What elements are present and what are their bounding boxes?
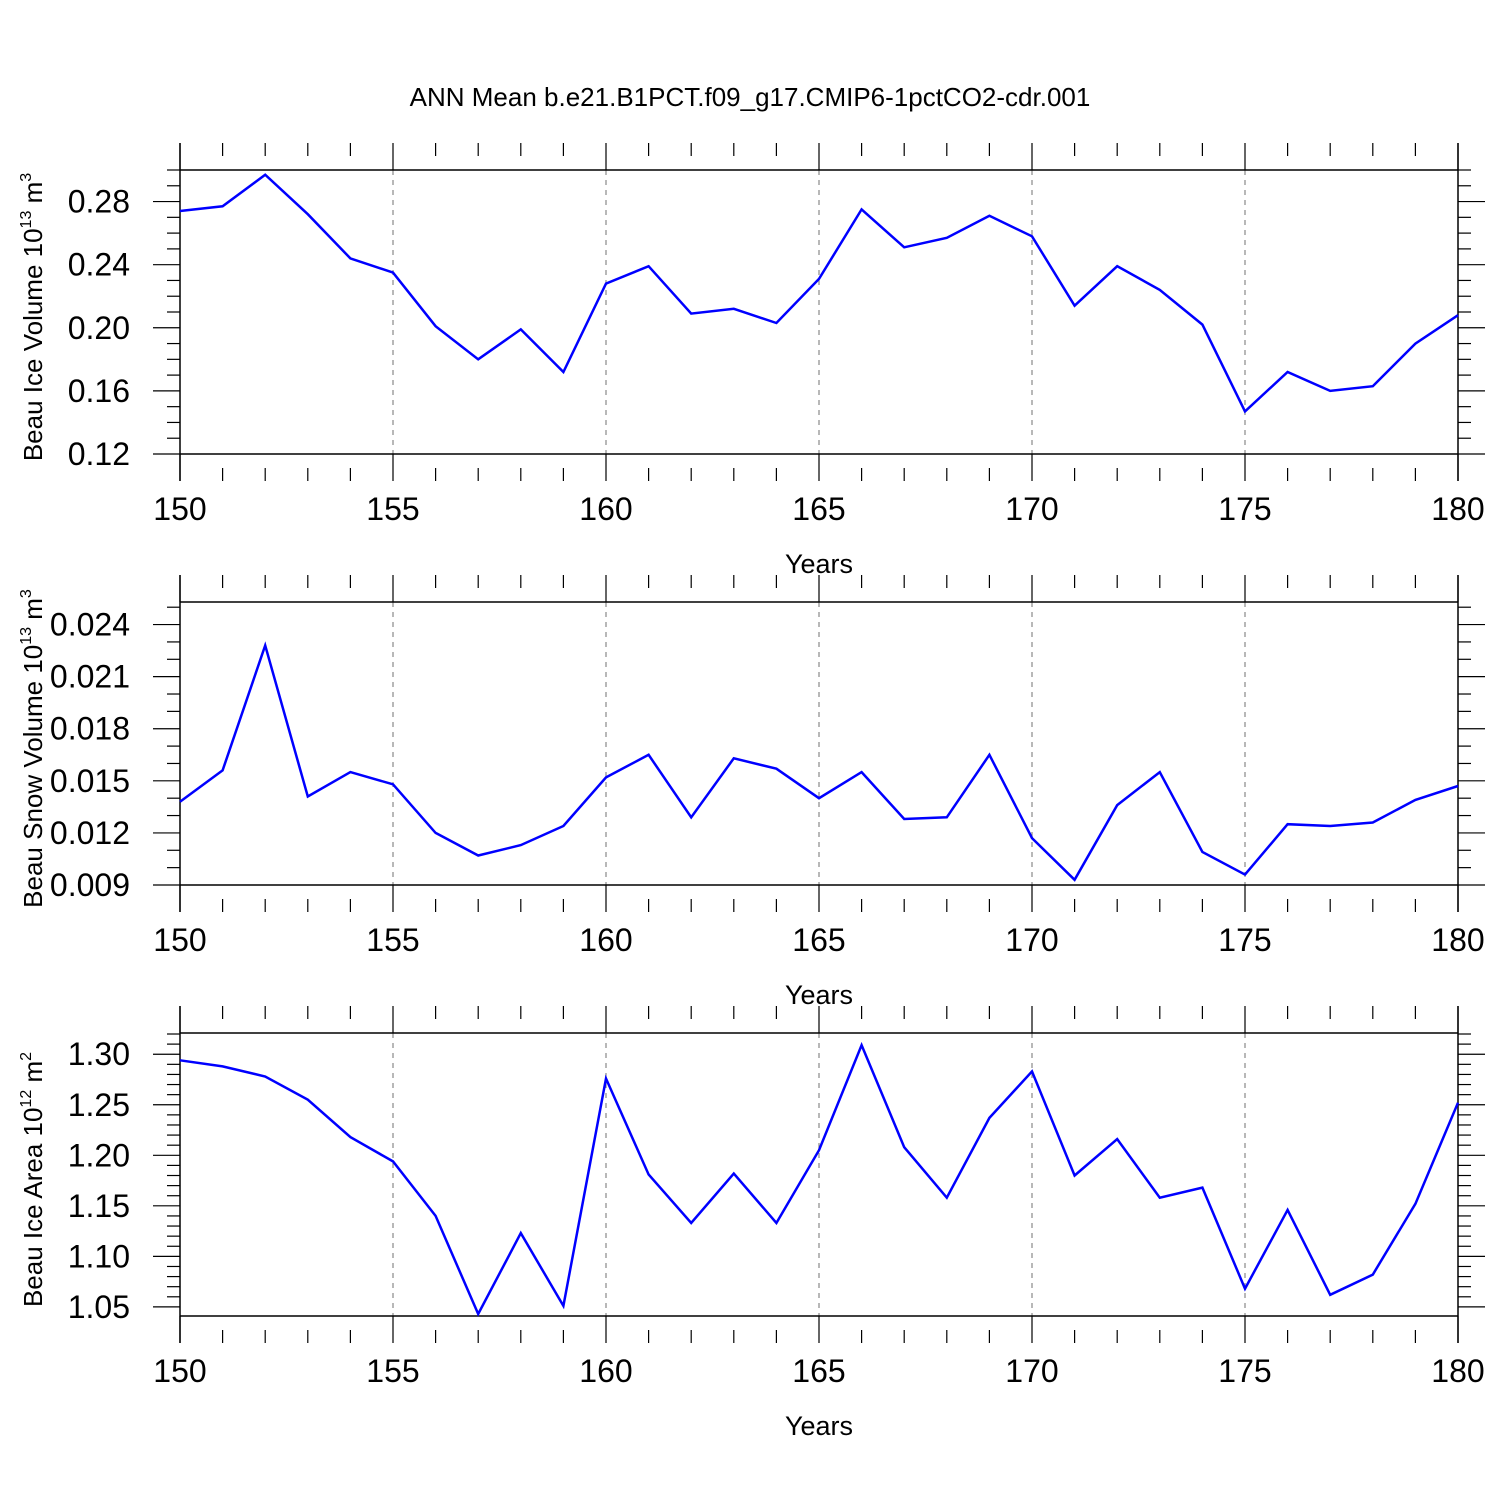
snow-volume-xlabel: Years (785, 980, 853, 1010)
snow-volume-xtick-label: 175 (1218, 922, 1271, 958)
ice-volume-xtick-label: 170 (1005, 491, 1058, 527)
snow-volume-ytick-label: 0.024 (50, 607, 130, 643)
ice-area-xlabel: Years (785, 1411, 853, 1441)
snow-volume-xtick-label: 150 (153, 922, 206, 958)
snow-volume-xtick-label: 160 (579, 922, 632, 958)
snow-volume-ylabel: Beau Snow Volume 1013 m3 (18, 589, 48, 908)
ice-volume-ytick-label: 0.24 (68, 247, 130, 283)
ice-area-series-line (179, 1041, 1460, 1317)
ice-volume-xtick-label: 155 (366, 491, 419, 527)
ice-area-xtick-label: 175 (1218, 1353, 1271, 1389)
ice-area-ytick-label: 1.20 (68, 1137, 130, 1173)
snow-volume-ytick-label: 0.012 (50, 815, 130, 851)
ice-volume-xtick-label: 180 (1431, 491, 1484, 527)
ice-volume-panel: 150 155 160 165 170 175 180 Years 0.12 0.16 0.20 0.… (18, 143, 1485, 579)
ice-area-ytick-label: 1.30 (68, 1036, 130, 1072)
snow-volume-xtick-label: 180 (1431, 922, 1484, 958)
snow-volume-panel: 150 155 160 165 170 175 180 Years 0.009 0.012 0.01… (18, 575, 1485, 1010)
ice-area-ytick-label: 1.10 (68, 1238, 130, 1274)
ice-area-xtick-label: 155 (366, 1353, 419, 1389)
ice-volume-ytick-label: 0.12 (68, 436, 130, 472)
ice-area-xtick-label: 150 (153, 1353, 206, 1389)
ice-volume-ylabel: Beau Ice Volume 1013 m3 (18, 173, 48, 461)
snow-volume-ytick-label: 0.018 (50, 711, 130, 747)
snow-volume-ytick-label: 0.021 (50, 659, 130, 695)
snow-volume-xtick-label: 155 (366, 922, 419, 958)
ice-volume-ytick-label: 0.28 (68, 184, 130, 220)
ice-volume-ytick-label: 0.20 (68, 310, 130, 346)
ice-area-xtick-label: 165 (792, 1353, 845, 1389)
snow-volume-ytick-label: 0.009 (50, 867, 130, 903)
chart-title: ANN Mean b.e21.B1PCT.f09_g17.CMIP6-1pctC… (409, 82, 1091, 112)
snow-volume-xtick-label: 165 (792, 922, 845, 958)
ice-area-panel: 150 155 160 165 170 175 180 Years 1.05 1.10 1.15 1.… (18, 1006, 1485, 1441)
ice-volume-xtick-label: 175 (1218, 491, 1271, 527)
snow-volume-xtick-label: 170 (1005, 922, 1058, 958)
ice-area-xtick-label: 160 (579, 1353, 632, 1389)
ice-area-xtick-label: 170 (1005, 1353, 1058, 1389)
ice-volume-xtick-label: 160 (579, 491, 632, 527)
ice-volume-xlabel: Years (785, 549, 853, 579)
ice-area-xtick-label: 180 (1431, 1353, 1484, 1389)
ice-volume-ytick-label: 0.16 (68, 373, 130, 409)
snow-volume-ytick-label: 0.015 (50, 763, 130, 799)
ice-volume-series-line (179, 173, 1459, 414)
ice-volume-xtick-label: 150 (153, 491, 206, 527)
ice-area-ytick-label: 1.05 (68, 1289, 130, 1325)
ice-area-ytick-label: 1.25 (68, 1087, 130, 1123)
snow-volume-series-line (179, 641, 1459, 882)
ice-area-ylabel: Beau Ice Area 1012 m2 (18, 1052, 48, 1307)
ice-volume-xtick-label: 165 (792, 491, 845, 527)
ice-area-ytick-label: 1.15 (68, 1188, 130, 1224)
